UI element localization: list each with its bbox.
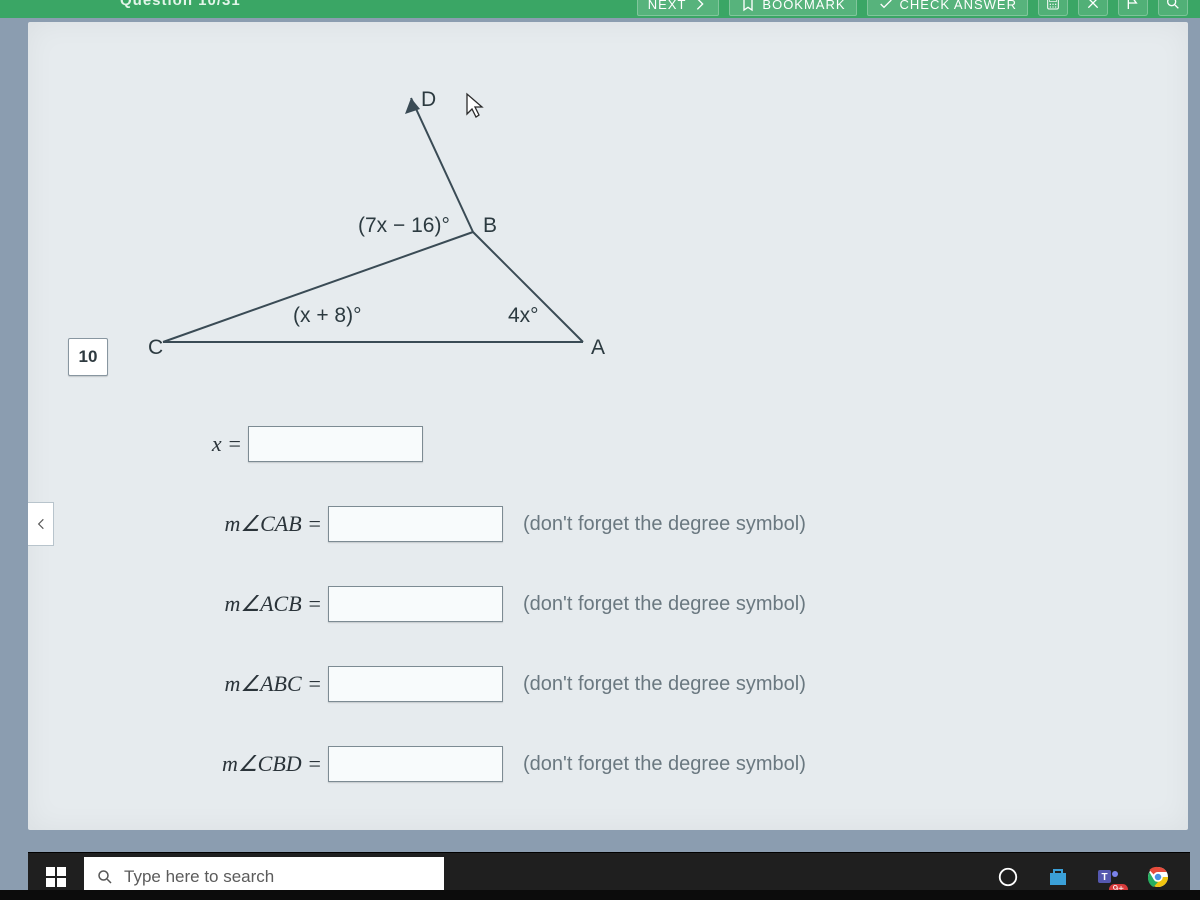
next-button[interactable]: NEXT xyxy=(637,0,720,16)
bookmark-button[interactable]: BOOKMARK xyxy=(729,0,856,16)
check-answer-label: CHECK ANSWER xyxy=(900,0,1017,12)
question-number: 10 xyxy=(79,347,98,367)
cortana-button[interactable] xyxy=(994,863,1022,891)
angle-cbd-input[interactable] xyxy=(328,746,503,782)
question-counter: Question 10/31 xyxy=(120,0,241,9)
angle-abc-hint: (don't forget the degree symbol) xyxy=(523,673,806,696)
angle-cbd-hint: (don't forget the degree symbol) xyxy=(523,753,806,776)
chrome-button[interactable] xyxy=(1144,863,1172,891)
app-topbar: Question 10/31 NEXT BOOKMARK CHECK ANSWE… xyxy=(0,0,1200,18)
angle-abc-label: m∠ABC = xyxy=(196,671,328,697)
calculator-button[interactable] xyxy=(1038,0,1068,16)
close-button[interactable] xyxy=(1078,0,1108,16)
angle-abc-input[interactable] xyxy=(328,666,503,702)
vertex-c-label: C xyxy=(148,336,163,359)
checkmark-icon xyxy=(878,0,894,12)
calculator-icon xyxy=(1045,0,1061,11)
answer-row-abc: m∠ABC = (don't forget the degree symbol) xyxy=(196,660,996,708)
teams-button[interactable]: T 9+ xyxy=(1094,863,1122,891)
angle-acb-input[interactable] xyxy=(328,586,503,622)
answer-row-cab: m∠CAB = (don't forget the degree symbol) xyxy=(196,500,996,548)
angle-acb-label: m∠ACB = xyxy=(196,591,328,617)
question-card: C A B D (7x − 16)° (x + 8)° 4x° 10 x = m… xyxy=(28,22,1188,830)
search-icon xyxy=(1165,0,1181,11)
angle-acb-hint: (don't forget the degree symbol) xyxy=(523,593,806,616)
taskbar-search-placeholder: Type here to search xyxy=(124,867,274,887)
store-icon xyxy=(1046,865,1070,889)
next-button-label: NEXT xyxy=(648,0,687,12)
x-input[interactable] xyxy=(248,426,423,462)
angle-cab-input[interactable] xyxy=(328,506,503,542)
vertex-d-label: D xyxy=(421,88,436,111)
bookmark-label: BOOKMARK xyxy=(762,0,845,12)
svg-text:T: T xyxy=(1101,872,1107,883)
previous-question-button[interactable] xyxy=(28,502,54,546)
angle-dbc-expr: (7x − 16)° xyxy=(358,214,450,237)
close-icon xyxy=(1085,0,1101,11)
chrome-icon xyxy=(1146,865,1170,889)
angle-bac-expr: 4x° xyxy=(508,304,539,327)
answer-section: x = m∠CAB = (don't forget the degree sym… xyxy=(196,420,996,820)
screen-frame xyxy=(0,890,1200,900)
chevron-right-icon xyxy=(692,0,708,12)
search-button[interactable] xyxy=(1158,0,1188,16)
question-number-badge: 10 xyxy=(68,338,108,376)
flag-icon xyxy=(1125,0,1141,11)
flag-button[interactable] xyxy=(1118,0,1148,16)
angle-cbd-label: m∠CBD = xyxy=(196,751,328,777)
geometry-diagram: C A B D (7x − 16)° (x + 8)° 4x° xyxy=(143,82,663,382)
x-label: x = xyxy=(196,431,248,457)
answer-row-x: x = xyxy=(196,420,996,468)
vertex-a-label: A xyxy=(591,336,605,359)
check-answer-button[interactable]: CHECK ANSWER xyxy=(867,0,1028,16)
answer-row-cbd: m∠CBD = (don't forget the degree symbol) xyxy=(196,740,996,788)
angle-acb-expr: (x + 8)° xyxy=(293,304,362,327)
vertex-b-label: B xyxy=(483,214,497,237)
search-icon xyxy=(96,868,114,886)
answer-row-acb: m∠ACB = (don't forget the degree symbol) xyxy=(196,580,996,628)
angle-cab-label: m∠CAB = xyxy=(196,511,328,537)
chevron-left-icon xyxy=(34,517,48,531)
angle-cab-hint: (don't forget the degree symbol) xyxy=(523,513,806,536)
store-button[interactable] xyxy=(1044,863,1072,891)
windows-icon xyxy=(46,867,66,887)
cortana-icon xyxy=(997,866,1019,888)
bookmark-icon xyxy=(740,0,756,12)
